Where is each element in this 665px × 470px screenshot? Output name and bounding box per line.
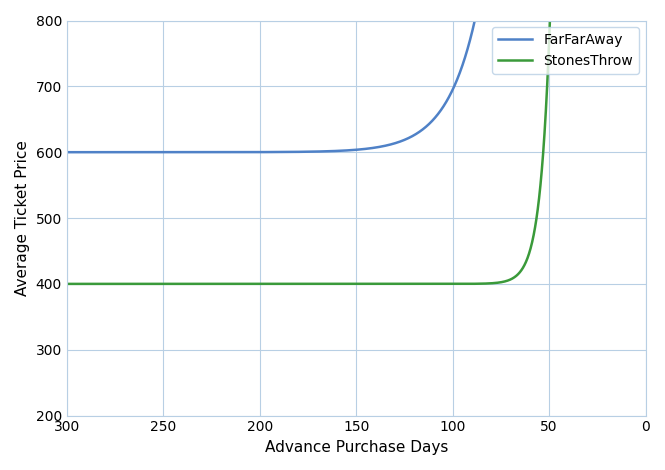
- FarFarAway: [285, 149, 293, 155]
- FarFarAway: [163, 149, 171, 155]
- FarFarAway: [310, 149, 318, 155]
- Line: StonesThrow: StonesThrow: [66, 0, 646, 284]
- StonesThrow: [63, 281, 70, 287]
- Legend: FarFarAway, StonesThrow: FarFarAway, StonesThrow: [492, 27, 638, 73]
- Y-axis label: Average Ticket Price: Average Ticket Price: [15, 140, 30, 296]
- X-axis label: Advance Purchase Days: Advance Purchase Days: [265, 440, 448, 455]
- StonesThrow: [129, 281, 137, 287]
- Line: FarFarAway: FarFarAway: [66, 0, 646, 152]
- FarFarAway: [129, 149, 137, 155]
- StonesThrow: [310, 281, 318, 287]
- FarFarAway: [63, 149, 70, 155]
- StonesThrow: [163, 281, 171, 287]
- StonesThrow: [285, 281, 293, 287]
